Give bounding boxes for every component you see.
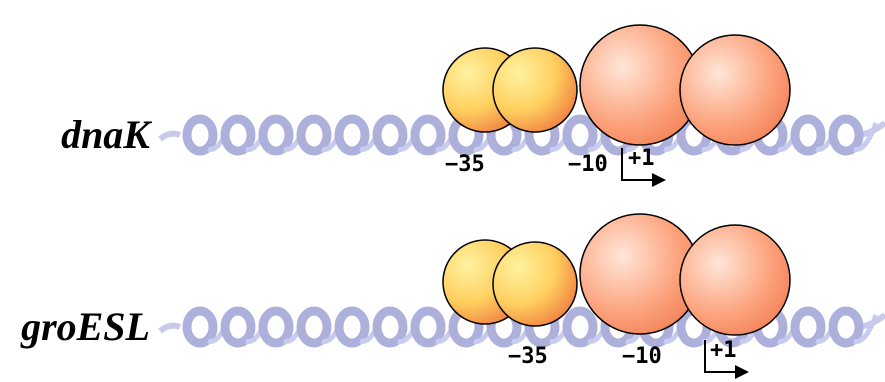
dna-ribbon <box>160 134 180 139</box>
promoter-diagram: dnaK −35 −10 +1 groESL −35 −10 +1 <box>0 0 885 382</box>
dna-turn <box>415 311 441 343</box>
polymerase-subunit <box>493 48 577 132</box>
dna-turn <box>187 311 213 343</box>
gene-label: dnaK <box>61 112 152 157</box>
polymerase-subunit <box>493 242 577 326</box>
dna-turn <box>301 119 327 151</box>
dna-turn <box>567 311 593 343</box>
dna-turn <box>225 119 251 151</box>
dna-turn <box>833 311 859 343</box>
dna-turn <box>339 311 365 343</box>
arrow-head <box>652 173 666 187</box>
dna-turn <box>415 119 441 151</box>
dna-turn <box>567 119 593 151</box>
start-label: +1 <box>710 338 737 363</box>
dna-turn <box>225 311 251 343</box>
dna-turn <box>833 119 859 151</box>
minus35-label: −35 <box>445 152 485 177</box>
polymerase-subunit <box>680 225 790 335</box>
minus10-label: −10 <box>622 344 662 369</box>
dna-turn <box>263 119 289 151</box>
arrow-head <box>735 365 749 379</box>
dna-turn <box>263 311 289 343</box>
dna-turn <box>377 119 403 151</box>
dna-turn <box>795 311 821 343</box>
polymerase-subunit <box>680 35 790 145</box>
dna-ribbon <box>160 326 180 331</box>
dna-turn <box>795 119 821 151</box>
minus10-label: −10 <box>568 152 608 177</box>
dna-turn <box>301 311 327 343</box>
gene-label: groESL <box>20 304 150 349</box>
minus35-label: −35 <box>508 344 548 369</box>
dna-turn <box>339 119 365 151</box>
start-label: +1 <box>628 146 655 171</box>
dna-turn <box>377 311 403 343</box>
dna-turn <box>187 119 213 151</box>
